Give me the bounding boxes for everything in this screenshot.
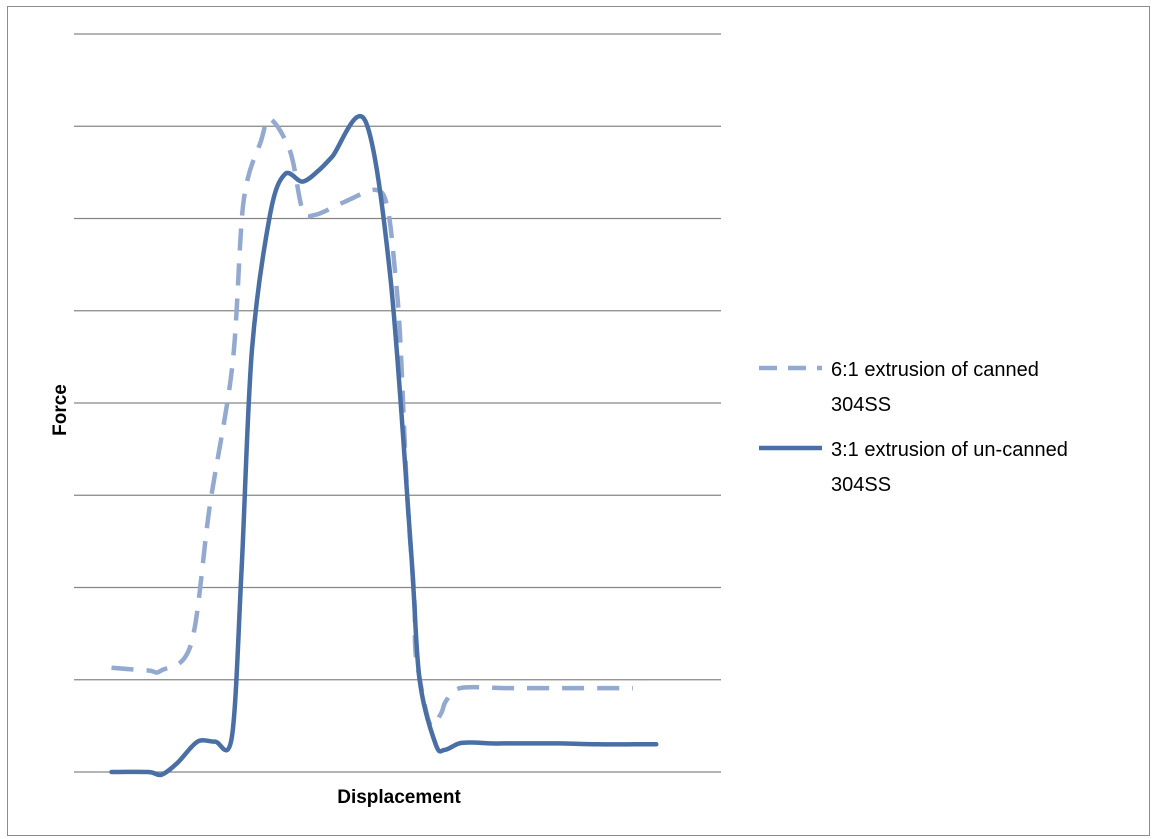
series-line-uncanned [109, 114, 659, 778]
x-axis-title: Displacement [337, 787, 461, 808]
legend-label-line-2: 304SS [831, 394, 891, 416]
chart-area: Force Displacement 6:1 extrusion of cann… [7, 6, 1150, 836]
legend-label-line-1: 3:1 extrusion of un-canned [831, 439, 1068, 461]
series-line-canned [111, 116, 633, 729]
y-axis-title: Force [50, 384, 71, 436]
legend-label-line-2: 304SS [831, 474, 891, 496]
gridlines [74, 33, 721, 773]
force-displacement-chart: Force Displacement 6:1 extrusion of cann… [50, 33, 1068, 808]
legend: 6:1 extrusion of canned 304SS 3:1 extrus… [759, 359, 1068, 496]
legend-item-canned: 6:1 extrusion of canned 304SS [759, 359, 1039, 416]
series-lines [109, 114, 659, 778]
legend-label-line-1: 6:1 extrusion of canned [831, 359, 1039, 381]
legend-item-uncanned: 3:1 extrusion of un-canned 304SS [759, 439, 1068, 496]
